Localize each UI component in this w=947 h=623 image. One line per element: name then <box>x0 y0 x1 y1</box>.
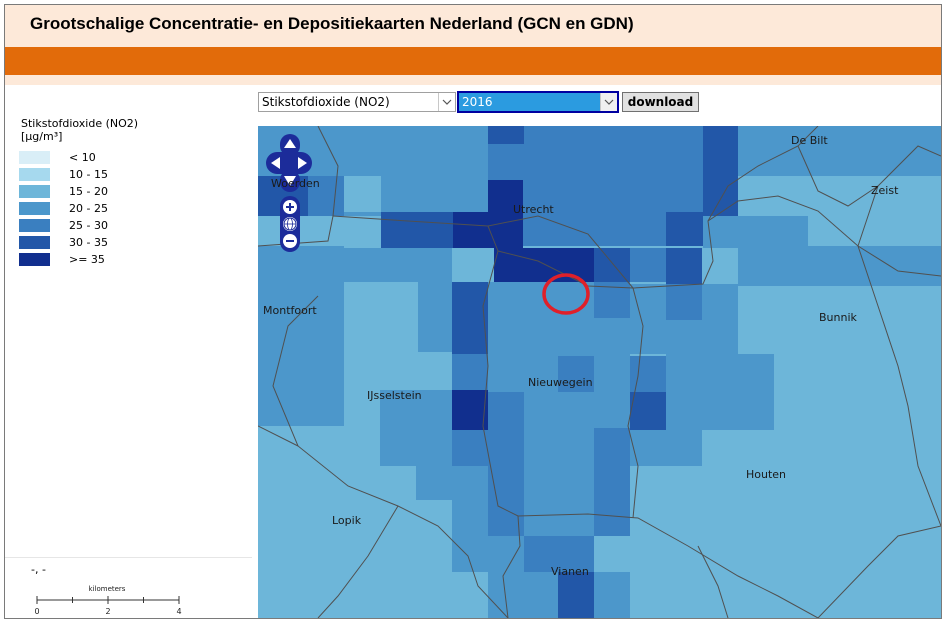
place-label: Woerden <box>271 177 320 190</box>
page-header: Grootschalige Concentratie- en Depositie… <box>5 5 941 47</box>
municipal-boundaries <box>258 126 941 618</box>
place-label: Utrecht <box>513 203 554 216</box>
year-select[interactable]: 2016 <box>457 91 619 113</box>
scale-tick-label: 2 <box>105 607 110 616</box>
highlight-circle <box>542 273 590 315</box>
legend-item: >= 35 <box>19 252 179 269</box>
place-label: Montfoort <box>263 304 317 317</box>
legend-title-unit: [µg/m³] <box>21 130 63 143</box>
legend-item: 20 - 25 <box>19 201 179 218</box>
scale-tick-label: 0 <box>34 607 39 616</box>
substance-select[interactable]: Stikstofdioxide (NO2) <box>258 92 456 112</box>
legend-label: >= 35 <box>69 253 105 266</box>
header-bar <box>5 47 941 75</box>
place-label: IJsselstein <box>367 389 422 402</box>
concentration-grid <box>258 126 941 618</box>
place-label: Vianen <box>551 565 589 578</box>
legend-label: 10 - 15 <box>69 168 108 181</box>
coordinate-readout: -, - <box>31 563 46 576</box>
legend-swatch <box>19 219 50 232</box>
legend-label: < 10 <box>69 151 96 164</box>
place-label: Bunnik <box>819 311 857 324</box>
chevron-down-icon[interactable] <box>438 93 455 111</box>
legend: < 10 10 - 15 15 - 20 20 - 25 25 - 30 30 … <box>19 150 179 269</box>
place-label: Zeist <box>871 184 899 197</box>
legend-item: < 10 <box>19 150 179 167</box>
legend-swatch <box>19 168 50 181</box>
legend-item: 15 - 20 <box>19 184 179 201</box>
substance-select-value: Stikstofdioxide (NO2) <box>262 95 390 109</box>
legend-label: 30 - 35 <box>69 236 108 249</box>
place-label: De Bilt <box>791 134 828 147</box>
legend-label: 20 - 25 <box>69 202 108 215</box>
sidebar-divider <box>5 557 252 558</box>
place-label: Nieuwegein <box>528 376 593 389</box>
navigation-control[interactable] <box>266 134 312 252</box>
legend-swatch <box>19 253 50 266</box>
pan-right-icon[interactable] <box>298 157 307 169</box>
chevron-down-icon[interactable] <box>600 93 617 111</box>
pan-left-right-control[interactable] <box>266 152 312 174</box>
legend-item: 10 - 15 <box>19 167 179 184</box>
place-label: Houten <box>746 468 787 481</box>
year-select-value: 2016 <box>462 95 493 109</box>
legend-swatch <box>19 236 50 249</box>
scale-unit: kilometers <box>89 585 126 593</box>
legend-label: 15 - 20 <box>69 185 108 198</box>
download-button[interactable]: download <box>622 92 699 112</box>
legend-swatch <box>19 202 50 215</box>
concentration-map[interactable]: De Bilt Woerden Utrecht Zeist Montfoort … <box>258 126 941 618</box>
scale-bar: kilometers 0 2 4 <box>34 585 181 616</box>
place-label: Lopik <box>332 514 362 527</box>
page-title: Grootschalige Concentratie- en Depositie… <box>30 14 634 33</box>
legend-item: 30 - 35 <box>19 235 179 252</box>
legend-item: 25 - 30 <box>19 218 179 235</box>
app-window: Grootschalige Concentratie- en Depositie… <box>4 4 942 619</box>
map-canvas[interactable] <box>258 126 941 618</box>
header-strip <box>5 75 941 85</box>
legend-swatch <box>19 151 50 164</box>
legend-title: Stikstofdioxide (NO2) [µg/m³] <box>21 117 138 143</box>
scale-tick-label: 4 <box>176 607 181 616</box>
legend-label: 25 - 30 <box>69 219 108 232</box>
pan-left-icon[interactable] <box>271 157 280 169</box>
legend-swatch <box>19 185 50 198</box>
sidebar: Stikstofdioxide (NO2) [µg/m³] < 10 10 - … <box>5 85 252 618</box>
legend-title-substance: Stikstofdioxide (NO2) <box>21 117 139 130</box>
